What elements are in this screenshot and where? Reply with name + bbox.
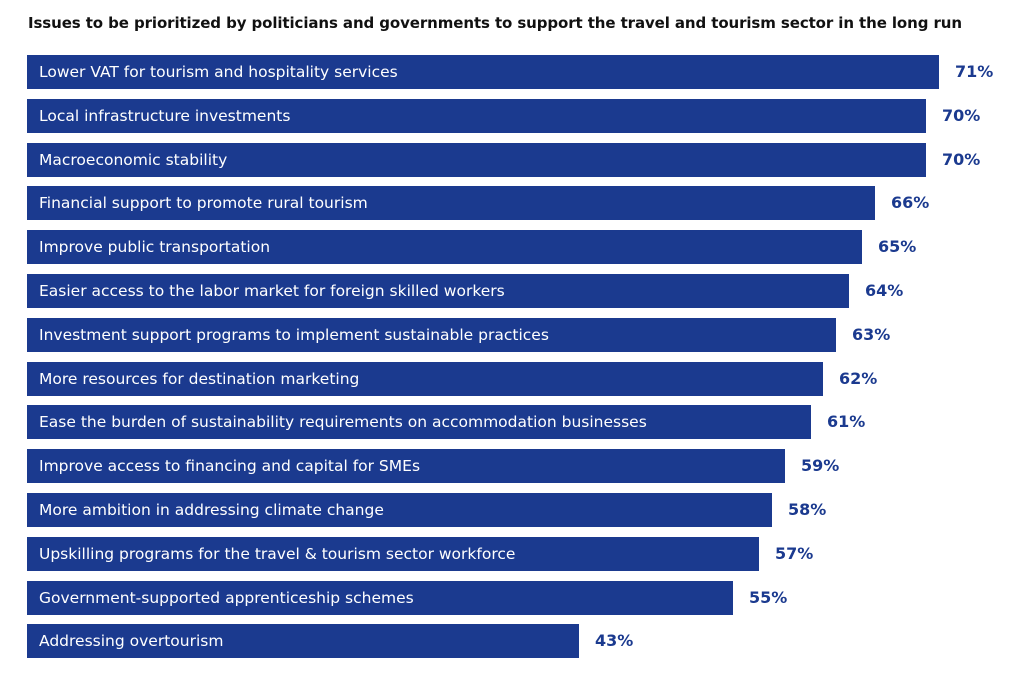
category-label: Upskilling programs for the travel & tou…: [39, 545, 516, 563]
value-label: 71%: [955, 62, 994, 81]
bar-row: Easier access to the labor market for fo…: [27, 274, 929, 308]
bar-row: Financial support to promote rural touri…: [27, 186, 955, 220]
bar: Investment support programs to implement…: [27, 318, 836, 352]
bar: Improve public transportation: [27, 230, 862, 264]
category-label: Improve access to financing and capital …: [39, 457, 421, 475]
bar-row: Upskilling programs for the travel & tou…: [27, 537, 839, 571]
category-label: Government-supported apprenticeship sche…: [39, 589, 414, 607]
category-label: Macroeconomic stability: [39, 151, 228, 169]
bar: Addressing overtourism: [27, 624, 579, 658]
value-label: 57%: [775, 544, 814, 563]
bar: Government-supported apprenticeship sche…: [27, 581, 733, 615]
value-label: 59%: [801, 456, 840, 475]
category-label: Investment support programs to implement…: [39, 326, 549, 344]
category-label: Easier access to the labor market for fo…: [39, 282, 505, 300]
bar-row: Lower VAT for tourism and hospitality se…: [27, 55, 1019, 89]
category-label: Financial support to promote rural touri…: [39, 194, 368, 212]
chart-title: Issues to be prioritized by politicians …: [28, 14, 962, 32]
bar-row: Addressing overtourism 43%: [27, 624, 659, 658]
value-label: 43%: [595, 631, 634, 650]
bar: Financial support to promote rural touri…: [27, 186, 875, 220]
bar: Easier access to the labor market for fo…: [27, 274, 849, 308]
bar-row: Macroeconomic stability 70%: [27, 143, 1006, 177]
value-label: 70%: [942, 106, 981, 125]
category-label: Ease the burden of sustainability requir…: [39, 413, 647, 431]
value-label: 70%: [942, 150, 981, 169]
bar: Lower VAT for tourism and hospitality se…: [27, 55, 939, 89]
bar: Improve access to financing and capital …: [27, 449, 785, 483]
value-label: 65%: [878, 237, 917, 256]
category-label: More ambition in addressing climate chan…: [39, 501, 384, 519]
value-label: 63%: [852, 325, 891, 344]
bar-row: Investment support programs to implement…: [27, 318, 916, 352]
value-label: 62%: [839, 369, 878, 388]
bar: Upskilling programs for the travel & tou…: [27, 537, 759, 571]
bar-row: More ambition in addressing climate chan…: [27, 493, 852, 527]
bar: Macroeconomic stability: [27, 143, 926, 177]
value-label: 58%: [788, 500, 827, 519]
category-label: Addressing overtourism: [39, 632, 224, 650]
bar-row: More resources for destination marketing…: [27, 362, 903, 396]
value-label: 64%: [865, 281, 904, 300]
value-label: 61%: [827, 412, 866, 431]
bar-row: Improve public transportation 65%: [27, 230, 942, 264]
category-label: More resources for destination marketing: [39, 370, 360, 388]
category-label: Improve public transportation: [39, 238, 271, 256]
value-label: 66%: [891, 193, 930, 212]
value-label: 55%: [749, 588, 788, 607]
bar-row: Ease the burden of sustainability requir…: [27, 405, 891, 439]
bar: More ambition in addressing climate chan…: [27, 493, 772, 527]
bar: Local infrastructure investments: [27, 99, 926, 133]
bar-row: Local infrastructure investments 70%: [27, 99, 1006, 133]
category-label: Local infrastructure investments: [39, 107, 291, 125]
bar: More resources for destination marketing: [27, 362, 823, 396]
bar-row: Government-supported apprenticeship sche…: [27, 581, 813, 615]
bar-row: Improve access to financing and capital …: [27, 449, 865, 483]
category-label: Lower VAT for tourism and hospitality se…: [39, 63, 398, 81]
bar: Ease the burden of sustainability requir…: [27, 405, 811, 439]
